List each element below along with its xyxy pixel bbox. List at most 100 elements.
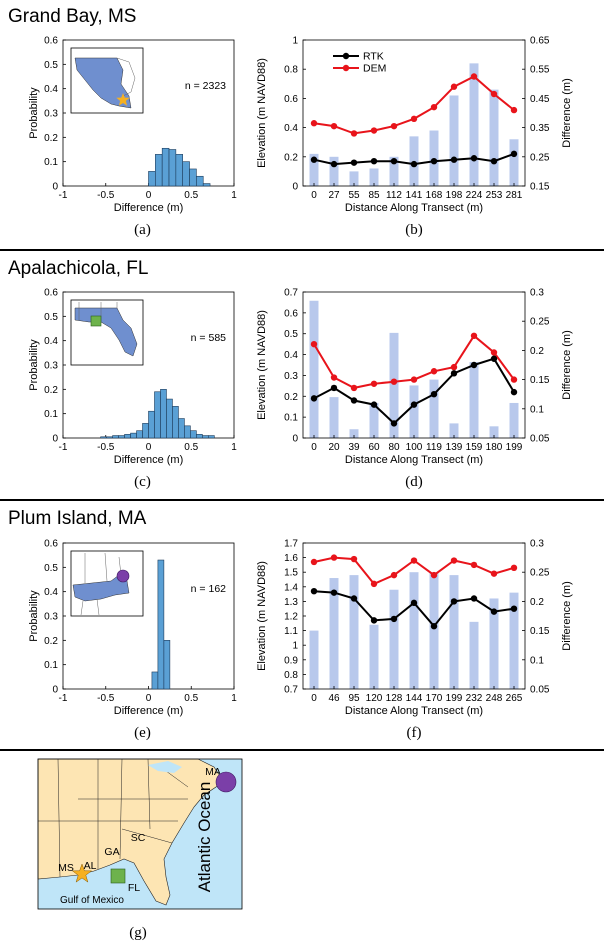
transect-2-ytick-left-label: 1.6 [284, 553, 298, 564]
hist-1-bar [160, 389, 167, 439]
transect-1-ytick-left-label: 0.5 [284, 329, 298, 340]
hist-1-xtick-label: -0.5 [97, 442, 115, 453]
transect-1-rtk-point [370, 401, 378, 408]
transect-1-ytick-right-label: 0.3 [530, 288, 544, 299]
hist-1-bar [112, 435, 119, 439]
transect-0-dem-point [510, 106, 518, 114]
hist-2-xtick-label: 0.5 [184, 693, 198, 704]
hist-0-n-label: n = 2323 [185, 80, 226, 92]
transect-1-rtk-point [330, 384, 338, 392]
hist-1-bar [184, 425, 191, 439]
transect-0-rtk-point [330, 160, 338, 168]
transect-1-diff-bar [509, 402, 519, 438]
transect-0-rtk-point [350, 159, 358, 166]
transect-0-diff-bar [469, 63, 479, 186]
transect-1-dem-point [350, 384, 358, 392]
transect-1-dem-point [390, 378, 398, 385]
transect-2-xtick-label: 170 [426, 693, 443, 704]
hist-1-bar [178, 418, 185, 439]
hist-1-ytick-label: 0.4 [44, 336, 58, 347]
transect-0-ytick-left-label: 0.4 [284, 123, 298, 134]
transect-1-rtk-point [350, 397, 358, 404]
transect-1-diff-bar [369, 402, 379, 438]
state-label: AL [84, 860, 97, 872]
state-borders [38, 758, 189, 878]
transect-2-ytick-left-label: 0.9 [284, 655, 298, 666]
transect-2-xlabel: Distance Along Transect (m) [345, 705, 483, 717]
transect-1-ytick-left-label: 0.7 [284, 288, 298, 299]
transect-0-ytick-left-label: 1 [292, 36, 298, 47]
hist-1-ytick-label: 0.3 [44, 361, 58, 372]
transect-2-xtick-label: 232 [466, 693, 483, 704]
transect-1-diff-bar [329, 397, 339, 438]
transect-2-rtk-point [370, 617, 378, 624]
transect-2-ytick-right-label: 0.15 [530, 626, 550, 637]
hist-0-ytick-label: 0.3 [44, 109, 58, 120]
hist-1-panel-label: (c) [134, 474, 151, 490]
hist-1-bar [154, 391, 161, 439]
hist-2-xtick-label: 1 [231, 693, 237, 704]
transect-2-panel-label: (f) [407, 725, 422, 741]
hist-2-bar [151, 671, 159, 690]
transect-0-ytick-right-label: 0.25 [530, 152, 550, 163]
hist-1-bar [166, 398, 173, 439]
transect-2-ytick-left-label: 1.1 [284, 626, 298, 637]
transect-0-rtk-point [310, 156, 318, 163]
transect-1-xtick-label: 139 [446, 442, 463, 453]
transect-0-ylabel-left: Elevation (m NAVD88) [256, 58, 268, 168]
transect-0-xtick-label: 112 [386, 190, 402, 201]
hist-1-xtick-label: 0.5 [184, 442, 198, 453]
hist-1-bar [190, 430, 197, 439]
transect-1-rtk-point [450, 370, 458, 377]
transect-1-xtick-label: 60 [368, 442, 380, 453]
ocean-label: Atlantic Ocean [195, 782, 214, 893]
transect-1-ytick-right-label: 0.2 [530, 346, 544, 357]
hist-1-n-label: n = 585 [191, 332, 226, 344]
hist-2-n-label: n = 162 [191, 583, 226, 595]
transect-2-ytick-left-label: 1 [292, 641, 298, 652]
hist-1-bar [142, 423, 149, 439]
transect-0-dem-line [313, 75, 515, 135]
inset-map-MS [70, 47, 144, 114]
hist-2-ytick-label: 0.1 [44, 660, 58, 671]
transect-1-xtick-label: 199 [506, 442, 523, 453]
transect-1-ylabel-left: Elevation (m NAVD88) [256, 310, 268, 420]
hist-0-xtick-label: 1 [231, 190, 237, 201]
transect-1-xtick-label: 20 [328, 442, 340, 453]
transect-0-rtk-point [410, 160, 418, 168]
transect-0-ylabel-right: Difference (m) [561, 78, 573, 147]
transect-2-xtick-label: 199 [446, 693, 463, 704]
transect-0-xtick-label: 141 [406, 190, 423, 201]
transect-0-xtick-label: 224 [466, 190, 483, 201]
row-divider-2 [0, 499, 604, 501]
transect-0-xtick-label: 85 [368, 190, 380, 201]
hist-0-ytick-label: 0.1 [44, 157, 58, 168]
transect-1-xtick-label: 0 [311, 442, 317, 453]
hist-2-xtick-label: -0.5 [97, 693, 115, 704]
hist-2-ylabel: Probability [28, 590, 40, 642]
transect-2-xtick-label: 144 [406, 693, 423, 704]
transect-0-dem-point [410, 115, 418, 123]
transect-2-dem-point [430, 571, 438, 579]
star-marker [116, 93, 130, 106]
inset-neighbor-border [116, 57, 136, 97]
transect-0-ytick-right-label: 0.45 [530, 94, 550, 105]
transect-0-legend-label: RTK [363, 51, 384, 63]
transect-2-rtk-point [410, 599, 418, 607]
transect-2-xtick-label: 265 [506, 693, 523, 704]
inset-neighbor-border [80, 552, 122, 616]
transect-1-ylabel-right: Difference (m) [561, 330, 573, 399]
transect-1-dem-point [310, 340, 318, 348]
transect-2-ytick-right-label: 0.3 [530, 539, 544, 550]
transect-2-rtk-point [430, 623, 438, 630]
transect-2-ylabel-right: Difference (m) [561, 581, 573, 650]
transect-2-dem-point [450, 557, 458, 564]
transect-2-xtick-label: 46 [328, 693, 340, 704]
transect-2-rtk-point [490, 608, 498, 615]
transect-2-dem-point [390, 571, 398, 579]
transect-2-dem-point [330, 554, 338, 561]
hist-0-bar [182, 161, 190, 187]
transect-2-xtick-label: 0 [311, 693, 317, 704]
hist-1-bar [124, 434, 131, 439]
hist-1-bar [106, 436, 113, 439]
